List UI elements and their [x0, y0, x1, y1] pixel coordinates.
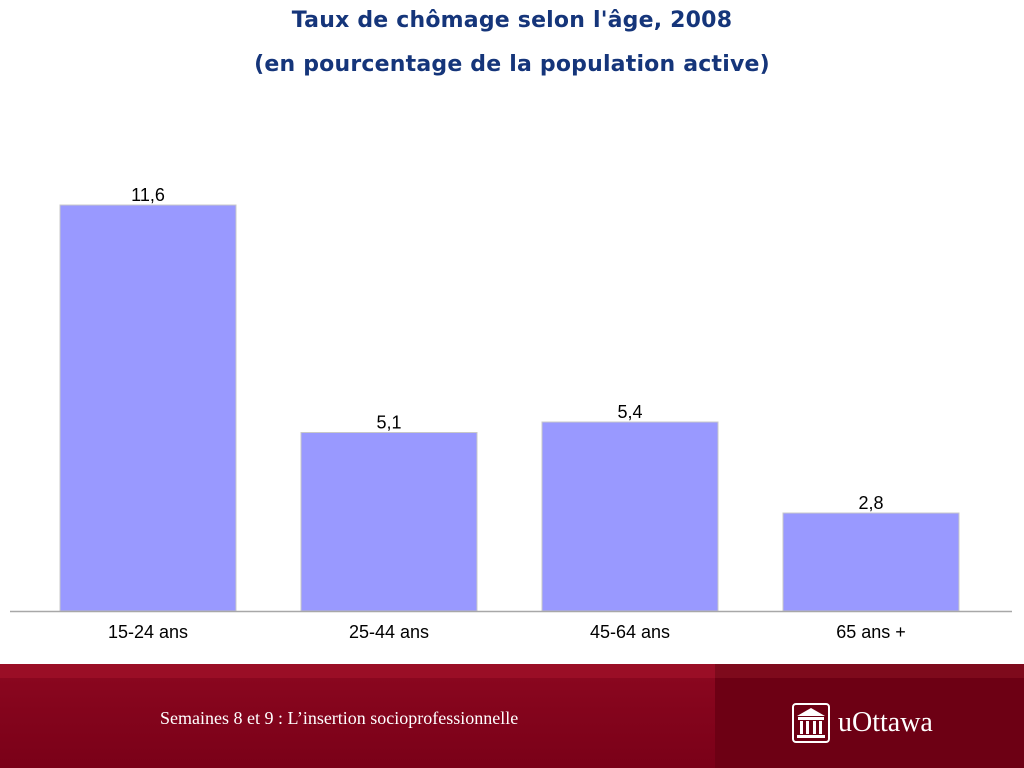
brand-name: uOttawa — [838, 707, 933, 738]
bar-2 — [300, 432, 478, 612]
bar-chart: 11,6 15-24 ans 5,1 25-44 ans 5,4 45-64 ans 2,8… — [10, 185, 1012, 642]
footer-brand-accent — [715, 664, 1024, 678]
uottawa-logo[interactable]: uOttawa — [792, 702, 933, 744]
footer-brand-panel — [715, 664, 1024, 768]
category-label-1: 15-24 ans — [108, 622, 188, 642]
category-label-2: 25-44 ans — [349, 622, 429, 642]
bar-value-label-2: 5,1 — [376, 413, 401, 433]
university-building-icon — [792, 703, 830, 743]
bar-value-label-3: 5,4 — [617, 402, 642, 422]
chart-title: Taux de chômage selon l'âge, 2008 — [291, 8, 733, 33]
category-label-4: 65 ans + — [836, 622, 906, 642]
bar-value-label-4: 2,8 — [858, 493, 883, 513]
footer-bar: Semaines 8 et 9 : L’insertion socioprofe… — [0, 664, 1024, 768]
chart-subtitle: (en pourcentage de la population active) — [254, 52, 770, 77]
bar-3 — [541, 421, 719, 612]
category-label-3: 45-64 ans — [590, 622, 670, 642]
bar-4 — [782, 512, 960, 612]
bar-value-label-1: 11,6 — [131, 185, 165, 205]
bar-1 — [59, 204, 237, 612]
footer-course-text: Semaines 8 et 9 : L’insertion socioprofe… — [160, 708, 519, 728]
